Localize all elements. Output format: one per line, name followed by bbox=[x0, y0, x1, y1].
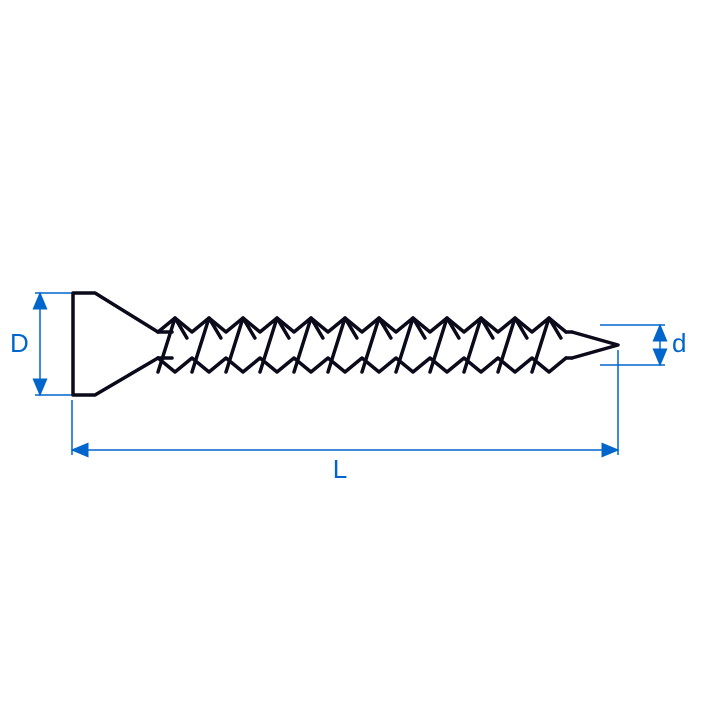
dimension-D: D bbox=[10, 293, 72, 395]
dim-L-label: L bbox=[333, 454, 347, 484]
screw-diagram: D d L bbox=[0, 0, 710, 710]
dim-d-label: d bbox=[672, 328, 686, 358]
screw-head bbox=[73, 293, 158, 395]
dim-D-label: D bbox=[10, 328, 29, 358]
screw-thread bbox=[158, 318, 572, 372]
screw-body bbox=[73, 293, 618, 395]
thread-crest-top bbox=[158, 318, 566, 332]
screw-tip bbox=[572, 332, 618, 358]
